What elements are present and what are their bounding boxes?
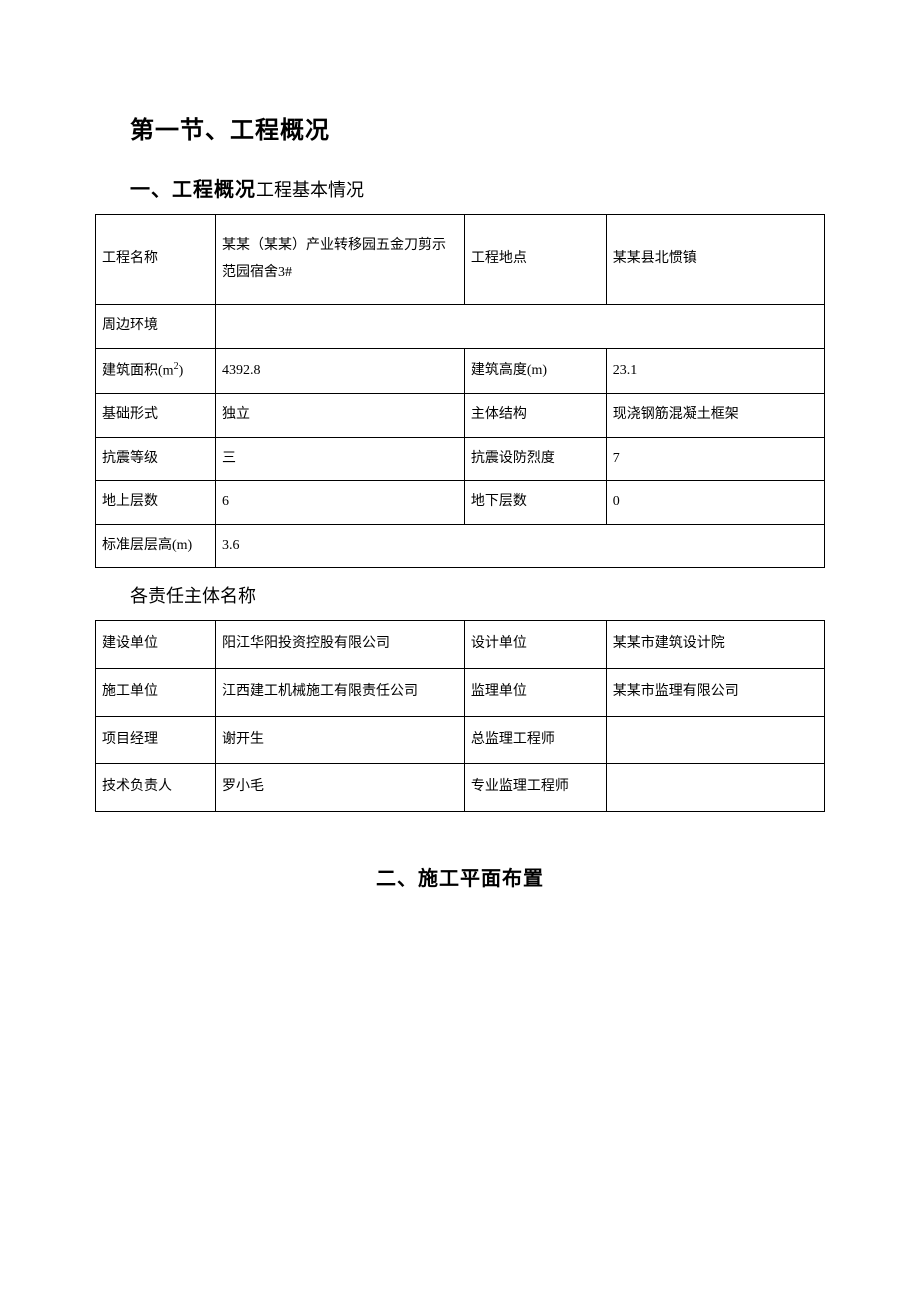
cell-label: 施工单位 bbox=[96, 669, 216, 717]
cell-value: 7 bbox=[606, 437, 824, 481]
table-row: 地上层数 6 地下层数 0 bbox=[96, 481, 825, 525]
cell-label: 建筑高度(m) bbox=[464, 348, 606, 393]
label-text: ) bbox=[179, 363, 184, 378]
cell-value: 阳江华阳投资控股有限公司 bbox=[216, 621, 465, 669]
cell-label: 周边环境 bbox=[96, 305, 216, 349]
label-text: 建筑面积(m bbox=[102, 363, 174, 378]
cell-value: 6 bbox=[216, 481, 465, 525]
cell-label: 标准层层高(m) bbox=[96, 524, 216, 568]
cell-label: 抗震设防烈度 bbox=[464, 437, 606, 481]
cell-value: 江西建工机械施工有限责任公司 bbox=[216, 669, 465, 717]
cell-value: 谢开生 bbox=[216, 716, 465, 764]
cell-label: 抗震等级 bbox=[96, 437, 216, 481]
cell-value bbox=[606, 716, 824, 764]
cell-label: 项目经理 bbox=[96, 716, 216, 764]
project-basic-info-table: 工程名称 某某（某某）产业转移园五金刀剪示范园宿舍3# 工程地点 某某县北惯镇 … bbox=[95, 214, 825, 568]
cell-label: 工程名称 bbox=[96, 215, 216, 305]
table-row: 施工单位 江西建工机械施工有限责任公司 监理单位 某某市监理有限公司 bbox=[96, 669, 825, 717]
cell-value: 某某市建筑设计院 bbox=[606, 621, 824, 669]
cell-label: 设计单位 bbox=[464, 621, 606, 669]
cell-label: 工程地点 bbox=[464, 215, 606, 305]
cell-value: 某某市监理有限公司 bbox=[606, 669, 824, 717]
cell-label: 专业监理工程师 bbox=[464, 764, 606, 812]
cell-value: 0 bbox=[606, 481, 824, 525]
table-row: 基础形式 独立 主体结构 现浇钢筋混凝土框架 bbox=[96, 394, 825, 438]
cell-label: 建设单位 bbox=[96, 621, 216, 669]
subsection-title-normal: 工程基本情况 bbox=[256, 180, 364, 200]
cell-label: 技术负责人 bbox=[96, 764, 216, 812]
cell-label: 建筑面积(m2) bbox=[96, 348, 216, 393]
cell-value: 罗小毛 bbox=[216, 764, 465, 812]
table-subheading: 各责任主体名称 bbox=[130, 582, 825, 608]
responsibility-table: 建设单位 阳江华阳投资控股有限公司 设计单位 某某市建筑设计院 施工单位 江西建… bbox=[95, 620, 825, 811]
cell-value: 现浇钢筋混凝土框架 bbox=[606, 394, 824, 438]
cell-value: 三 bbox=[216, 437, 465, 481]
table-row: 建设单位 阳江华阳投资控股有限公司 设计单位 某某市建筑设计院 bbox=[96, 621, 825, 669]
table-row: 标准层层高(m) 3.6 bbox=[96, 524, 825, 568]
cell-label: 地上层数 bbox=[96, 481, 216, 525]
table-row: 抗震等级 三 抗震设防烈度 7 bbox=[96, 437, 825, 481]
section-title: 第一节、工程概况 bbox=[130, 110, 825, 145]
table-row: 项目经理 谢开生 总监理工程师 bbox=[96, 716, 825, 764]
cell-value: 4392.8 bbox=[216, 348, 465, 393]
subsection-title-bold: 一、工程概况 bbox=[130, 179, 256, 201]
cell-value: 3.6 bbox=[216, 524, 825, 568]
section-heading-2: 二、施工平面布置 bbox=[95, 862, 825, 891]
table-row: 工程名称 某某（某某）产业转移园五金刀剪示范园宿舍3# 工程地点 某某县北惯镇 bbox=[96, 215, 825, 305]
cell-label: 总监理工程师 bbox=[464, 716, 606, 764]
cell-value: 某某县北惯镇 bbox=[606, 215, 824, 305]
table-row: 周边环境 bbox=[96, 305, 825, 349]
cell-label: 主体结构 bbox=[464, 394, 606, 438]
cell-value: 某某（某某）产业转移园五金刀剪示范园宿舍3# bbox=[216, 215, 465, 305]
cell-value bbox=[606, 764, 824, 812]
table-row: 建筑面积(m2) 4392.8 建筑高度(m) 23.1 bbox=[96, 348, 825, 393]
cell-value: 独立 bbox=[216, 394, 465, 438]
subsection-title-row: 一、工程概况工程基本情况 bbox=[130, 173, 825, 202]
cell-label: 基础形式 bbox=[96, 394, 216, 438]
cell-label: 地下层数 bbox=[464, 481, 606, 525]
cell-label: 监理单位 bbox=[464, 669, 606, 717]
cell-value: 23.1 bbox=[606, 348, 824, 393]
table-row: 技术负责人 罗小毛 专业监理工程师 bbox=[96, 764, 825, 812]
cell-value bbox=[216, 305, 825, 349]
